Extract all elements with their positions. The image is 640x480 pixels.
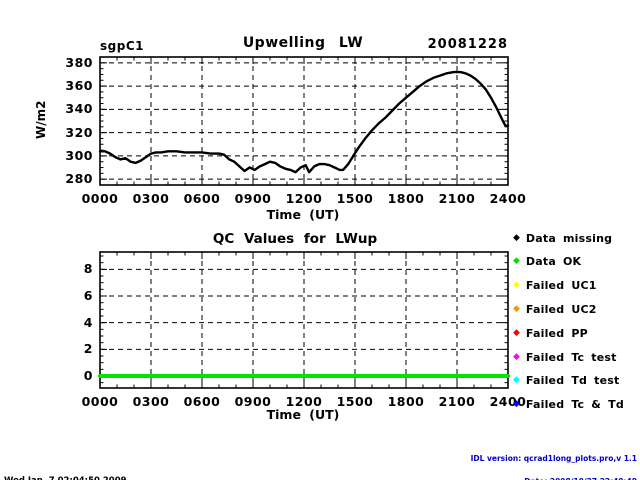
y-tick-label: 380 [65,54,93,70]
y-tick-label: 280 [65,171,93,187]
x-tick-label: 1500 [336,191,374,206]
plot-frame [99,251,509,389]
legend-label: Failed Tc & Td [525,398,624,412]
legend-label: Failed PP [525,326,588,340]
idl-version-line: IDL version: qcrad1long_plots.pro,v 1.1 [470,454,637,464]
x-tick-label: 2400 [489,394,527,409]
legend-item: ◆ Data missing [513,230,612,246]
x-tick-label: 0600 [183,394,221,409]
legend-item: ◆ Failed Td test [513,373,619,389]
x-tick-label: 0900 [234,191,272,206]
legend-marker-icon: ◆ [513,280,520,291]
x-tick-label: 2100 [438,191,476,206]
footer-version-info: IDL version: qcrad1long_plots.pro,v 1.1 … [411,440,637,480]
y-tick-label: 0 [83,368,93,383]
footer-left: Wed Jan 7 02:04:50 2009 Battelle Pacific… [4,446,335,480]
y-tick-label: 340 [65,101,93,117]
upwelling-lw-line [98,70,510,174]
plot1-xlabel: Time (UT) [266,207,340,222]
y-tick-label: 320 [65,124,93,140]
plot2-xlabel: Time (UT) [266,407,340,422]
idl-date-line: Date: 2008/10/27 22:49:48 [411,478,637,480]
y-tick-label: 8 [83,261,93,277]
legend-label: Failed Td test [525,374,620,388]
x-tick-label: 0300 [132,191,170,206]
x-tick-label: 1200 [285,191,323,206]
x-tick-label: 1500 [336,394,374,409]
y-tick-label: 300 [65,147,93,163]
legend-item: ◆ Failed Tc & Td [513,397,624,413]
x-tick-label: 2100 [438,394,476,409]
legend-marker-icon: ◆ [513,351,520,362]
y-tick-label: 6 [83,288,93,303]
y-tick-label: 4 [83,314,93,330]
x-tick-label: 1200 [285,394,323,409]
plot1-title: Upwelling LW [242,35,364,51]
site-label: sgpC1 [100,39,144,53]
legend-item: ◆ Failed PP [513,325,588,341]
plot-frame [99,56,509,186]
legend-item: ◆ Failed UC2 [513,301,597,317]
legend-label: Data missing [525,231,613,245]
legend-marker-icon: ◆ [513,375,520,386]
timestamp: Wed Jan 7 02:04:50 2009 [4,474,335,480]
x-tick-label: 1800 [387,191,425,206]
y-tick-label: 360 [65,78,93,94]
legend-item: ◆ Failed UC1 [513,278,597,294]
x-tick-label: 0900 [234,394,272,409]
x-tick-label: 0000 [81,191,119,206]
legend-label: Data OK [525,255,582,269]
legend-item: ◆ Data OK [513,254,581,270]
legend-marker-icon: ◆ [513,399,520,410]
x-tick-label: 1800 [387,394,425,409]
legend-marker-icon: ◆ [513,303,520,314]
legend-label: Failed UC1 [525,279,597,293]
plot1-date-label: 20081228 [427,37,508,52]
y-tick-label: 2 [83,341,93,357]
legend-label: Failed Tc test [525,350,617,364]
x-tick-label: 0300 [132,394,170,409]
legend-marker-icon: ◆ [513,232,520,243]
x-tick-label: 2400 [489,191,527,206]
legend-marker-icon: ◆ [513,327,520,338]
plot2-title: QC Values for LWup [212,231,378,247]
legend-label: Failed UC2 [525,302,597,316]
legend-item: ◆ Failed Tc test [513,349,617,365]
x-tick-label: 0000 [81,394,119,409]
x-tick-label: 0600 [183,191,221,206]
legend-marker-icon: ◆ [513,256,520,267]
